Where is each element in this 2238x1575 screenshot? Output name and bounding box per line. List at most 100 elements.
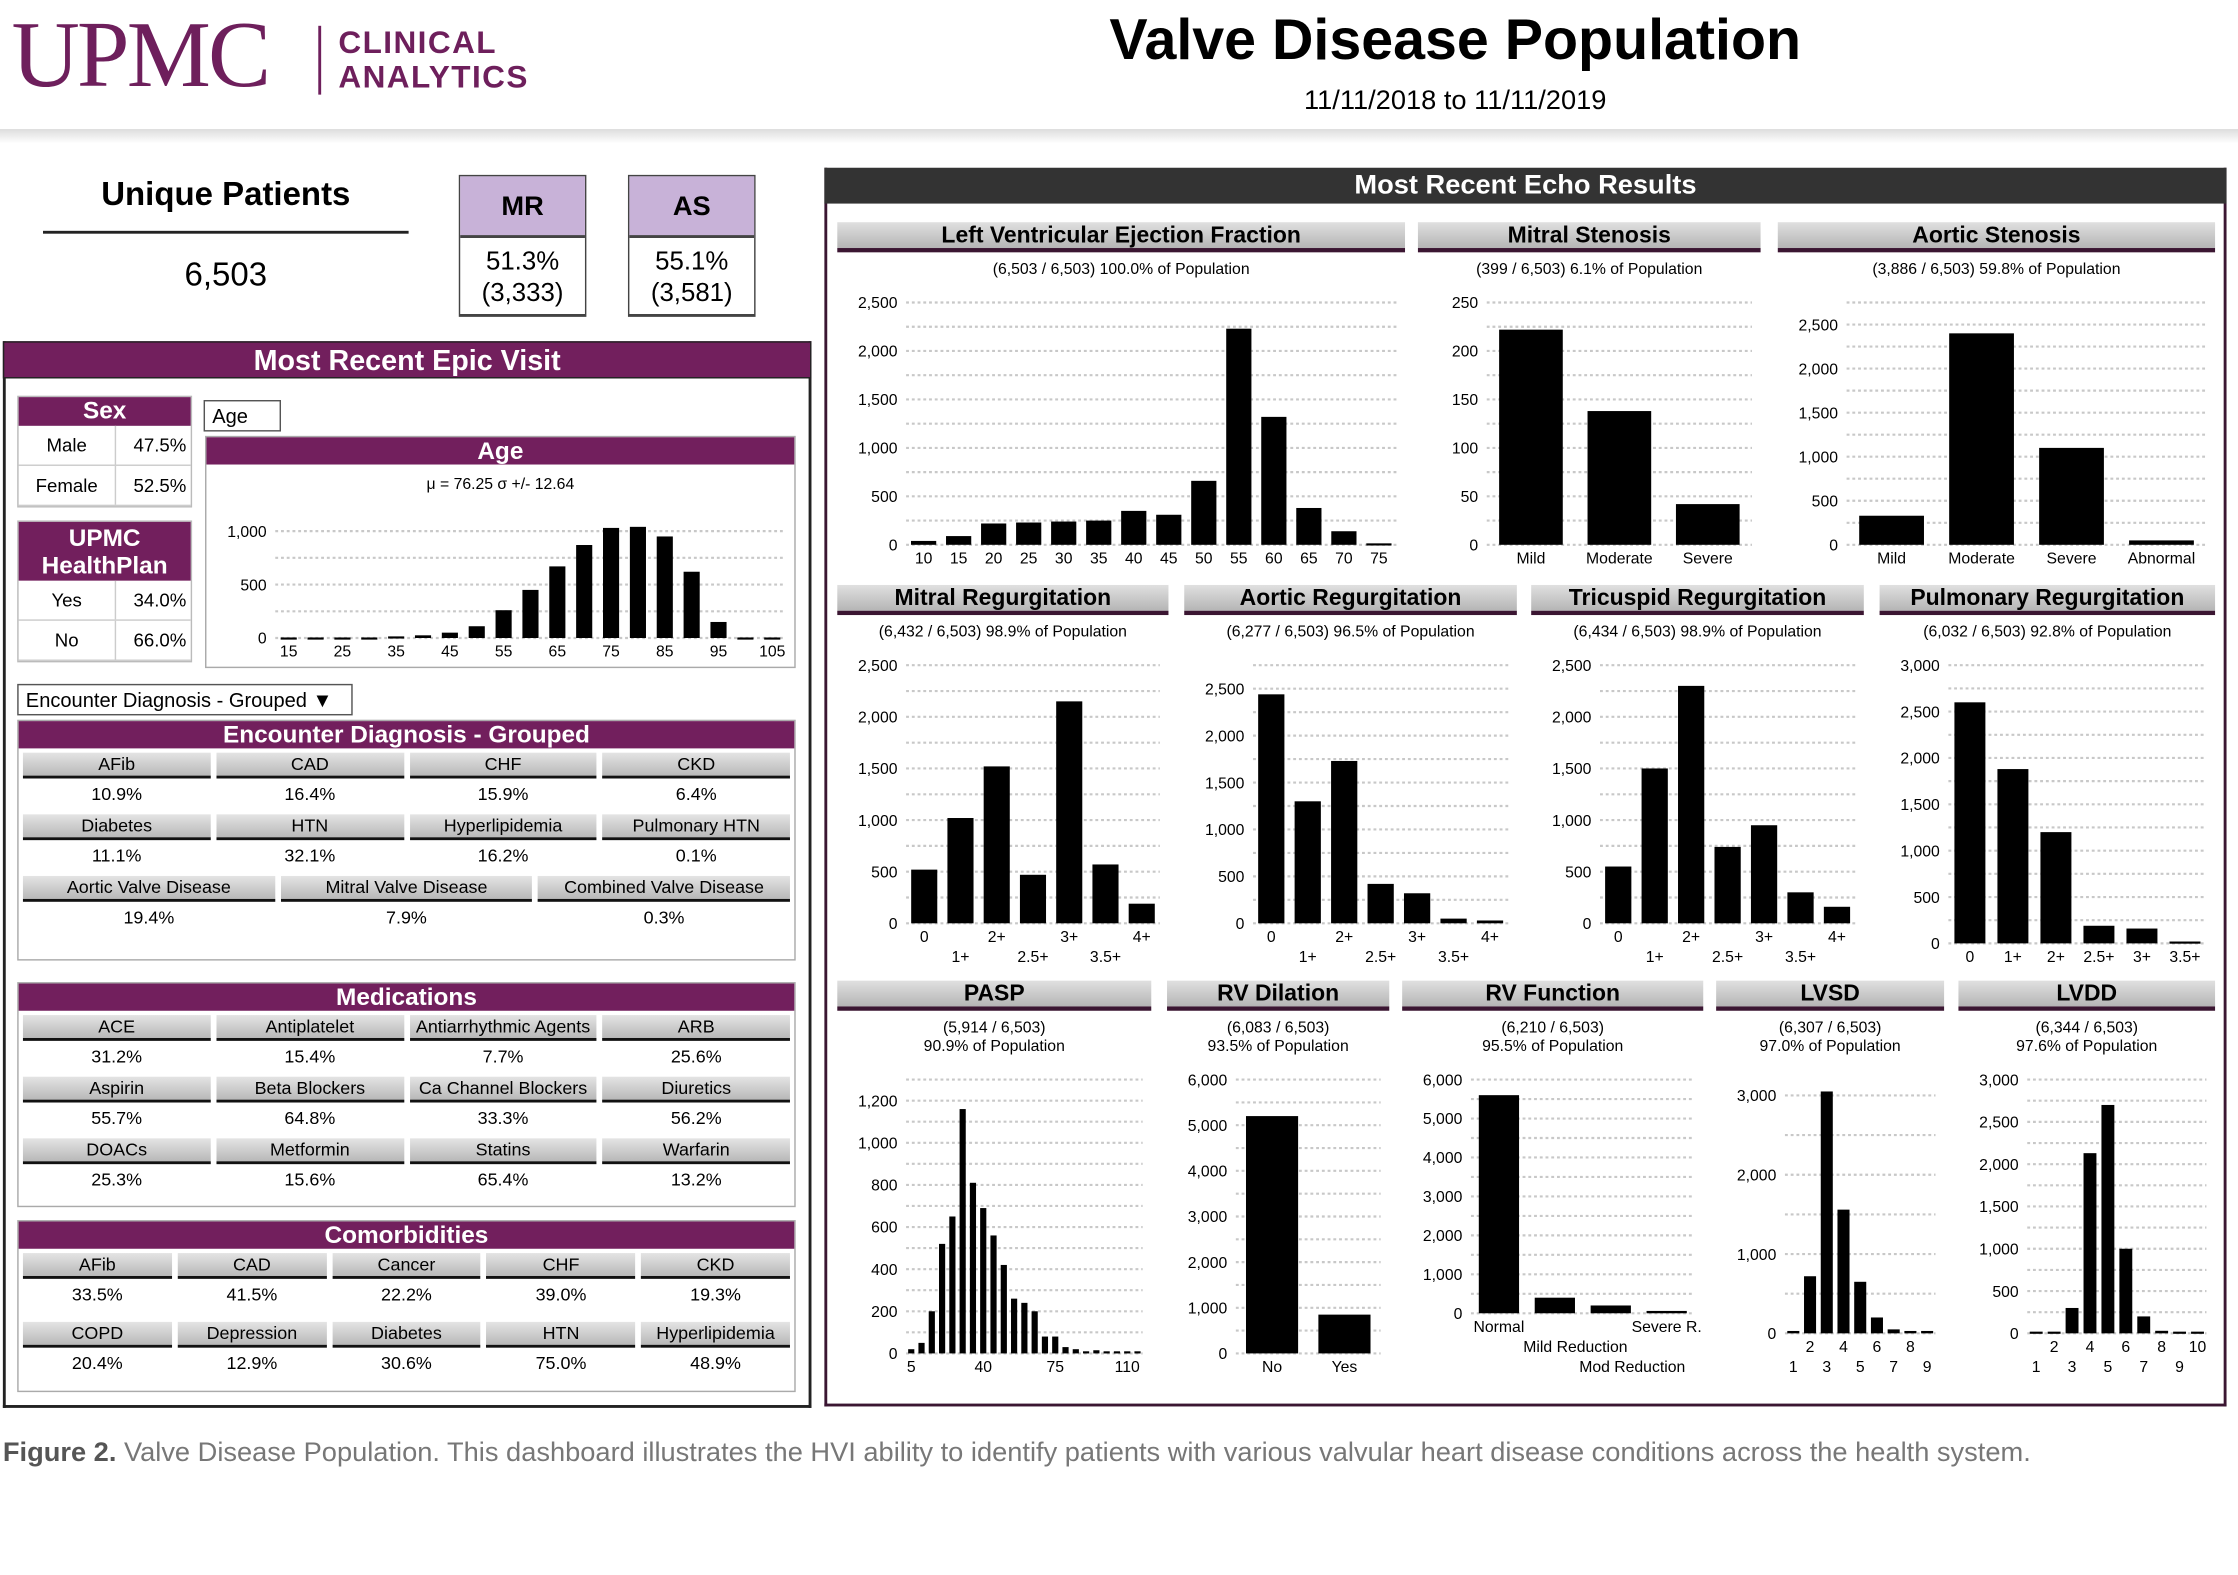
bar [1854, 1281, 1867, 1334]
y-tick-label: 1,000 [1799, 449, 1839, 466]
unique-patients-divider [43, 230, 409, 234]
bar [1041, 1336, 1049, 1354]
dropdown-value: Age [212, 404, 248, 428]
bar [908, 1349, 915, 1354]
x-tick-label: 75 [602, 644, 620, 661]
x-tick-label: 15 [950, 550, 968, 567]
header-row: COPD Depression Diabetes HTN Hyperlipidemia [19, 1318, 795, 1348]
row-value: 34.0% [133, 589, 187, 611]
metric-label: Antiplatelet [216, 1015, 404, 1041]
bar [1641, 768, 1668, 924]
healthplan-title-1: UPMC [68, 524, 141, 552]
medications-panel: Medications ACE Antiplatelet Antiarrhythmi… [17, 982, 796, 1208]
y-tick-label: 200 [1452, 344, 1479, 361]
x-tick-label: 2.5+ [1365, 949, 1396, 966]
kpi-count: (3,581) [650, 278, 733, 307]
bar [1476, 920, 1504, 924]
bar [1887, 1329, 1900, 1334]
bar [307, 637, 324, 640]
bar [1949, 333, 2014, 545]
bar [1997, 769, 2029, 944]
bar [414, 635, 432, 638]
y-tick-label: 1,500 [1205, 775, 1245, 792]
y-tick-label: 2,000 [858, 344, 898, 361]
metric-label: Combined Valve Disease [538, 875, 790, 902]
metric-value: 22.2% [381, 1284, 432, 1305]
y-tick-label: 3,000 [1900, 658, 1940, 675]
healthplan-title-2: HealthPlan [41, 551, 168, 580]
metric-label: ARB [602, 1015, 790, 1041]
chart-subtitle: (6,344 / 6,503) 97.6% of Population [1958, 1019, 2215, 1056]
bar [1011, 1298, 1018, 1354]
x-tick-label: Severe R. [1632, 1319, 1702, 1336]
chart-title: RV Function [1402, 980, 1704, 1011]
population-text: 93.5% of Population [1207, 1037, 1349, 1056]
x-tick-label: 6 [1873, 1339, 1882, 1356]
bar [928, 1311, 935, 1354]
x-tick-label: 0 [1267, 929, 1276, 946]
y-tick-label: 1,000 [858, 441, 898, 458]
y-tick-label: 500 [1812, 493, 1839, 510]
x-tick-label: 9 [2175, 1359, 2184, 1376]
y-tick-label: 500 [240, 577, 267, 594]
bar [2191, 1331, 2204, 1334]
x-tick-label: 1 [2032, 1359, 2041, 1376]
metric-value: 10.9% [91, 784, 143, 805]
x-tick-label: 1+ [2004, 949, 2022, 966]
row-label: No [19, 620, 117, 660]
bar [2126, 928, 2158, 944]
y-tick-label: 1,000 [858, 813, 898, 830]
bar [1440, 918, 1467, 924]
y-tick-label: 1,000 [227, 524, 267, 541]
y-tick-label: 200 [871, 1304, 898, 1321]
age-chart-panel: Age μ = 76.25 σ +/- 12.64 0 500 1,000 15 25 3… [205, 435, 796, 669]
header-row: Diabetes HTN Hyperlipidemia Pulmonary HTN [19, 810, 795, 841]
y-tick-label: 3,000 [1979, 1072, 2019, 1089]
chart-lvsd: LVSD (6,307 / 6,503) 97.0% of Population 0 1… [1716, 980, 1945, 1382]
x-tick-label: 2 [2050, 1339, 2059, 1356]
bar [1021, 1302, 1028, 1354]
x-tick-label: 1+ [1299, 949, 1317, 966]
y-tick-label: 1,500 [858, 392, 898, 409]
y-tick-label: 500 [1218, 869, 1245, 886]
bar [602, 527, 620, 638]
bar [576, 545, 593, 638]
metric-label: Diabetes [332, 1321, 481, 1348]
y-tick-label: 3,000 [1188, 1209, 1228, 1226]
chart-subtitle: (399 / 6,503) 6.1% of Population [1418, 261, 1761, 280]
chart-tr: Tricuspid Regurgitation (6,434 / 6,503) 9… [1531, 584, 1864, 972]
bar [1092, 864, 1119, 924]
bar [1331, 531, 1357, 545]
population-text: (6,083 / 6,503) [1226, 1019, 1330, 1037]
y-tick-label: 2,500 [1552, 658, 1592, 675]
sex-header: Sex [18, 397, 191, 426]
x-tick-label: 1+ [1646, 949, 1664, 966]
chart-subtitle: (3,886 / 6,503) 59.8% of Population [1778, 261, 2215, 280]
chart-rvf: RV Function (6,210 / 6,503) 95.5% of Popul… [1402, 980, 1704, 1382]
x-tick-label: 50 [1195, 550, 1213, 567]
metric-value: 15.9% [477, 784, 529, 805]
x-tick-label: 55 [495, 644, 513, 661]
x-tick-label: 5 [907, 1359, 916, 1376]
metric-value: 39.0% [535, 1284, 587, 1305]
x-tick-label: Mild [1877, 550, 1906, 567]
bar [980, 1208, 987, 1354]
bar [1261, 416, 1287, 545]
population-text: (6,307 / 6,503) [1778, 1019, 1882, 1037]
x-tick-label: 1+ [951, 949, 969, 966]
metric-value: 33.5% [71, 1284, 123, 1305]
header-row: Aortic Valve Disease Mitral Valve Disease… [19, 872, 795, 902]
x-tick-label: 3 [1822, 1359, 1831, 1376]
x-tick-label: 2+ [988, 929, 1006, 946]
metric-value: 0.1% [675, 845, 717, 866]
bar [959, 1109, 966, 1354]
echo-results-header: Most Recent Echo Results [824, 167, 2227, 204]
encounter-dropdown[interactable]: Encounter Diagnosis - Grouped ▼ [17, 683, 353, 716]
y-tick-label: 0 [1583, 916, 1592, 933]
chart-title: Mitral Stenosis [1417, 222, 1761, 253]
metric-value: 0.3% [643, 907, 685, 928]
row-label: Yes [19, 580, 117, 620]
age-dropdown[interactable]: Age ▼ [203, 400, 282, 452]
bar [1121, 510, 1147, 545]
metric-label: Warfarin [602, 1138, 790, 1165]
